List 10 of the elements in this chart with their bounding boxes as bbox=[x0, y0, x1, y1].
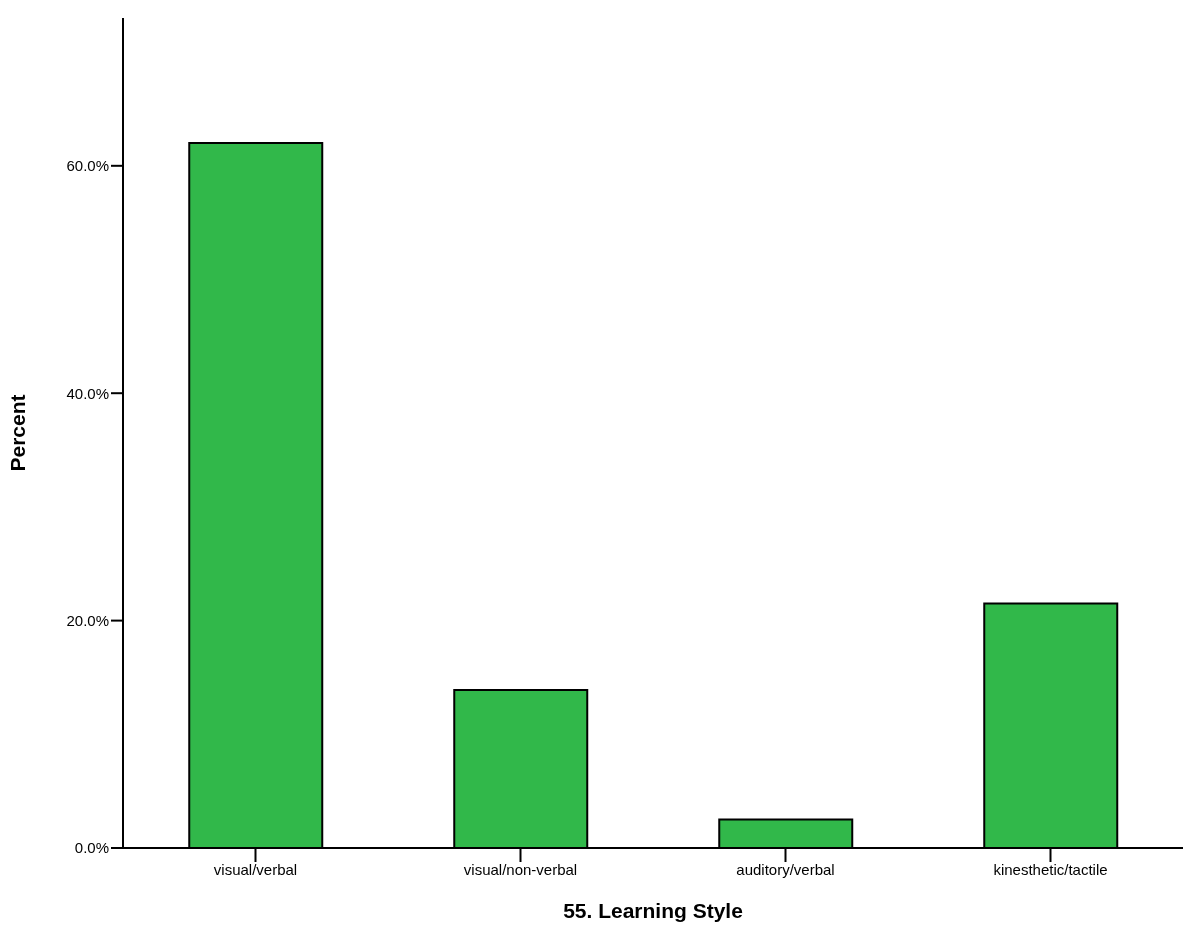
x-tick-label: kinesthetic/tactile bbox=[993, 860, 1108, 878]
y-tick-label: 40.0% bbox=[66, 384, 109, 402]
x-tick-label: visual/verbal bbox=[213, 860, 298, 878]
y-tick-label: 20.0% bbox=[66, 611, 109, 629]
x-tick-label: auditory/verbal bbox=[736, 860, 835, 878]
y-tick-label: 60.0% bbox=[66, 157, 109, 175]
x-tick-label: visual/non-verbal bbox=[463, 860, 578, 878]
y-tick-label: 0.0% bbox=[74, 839, 109, 857]
y-axis-title: Percent bbox=[6, 394, 30, 472]
x-axis-title: 55. Learning Style bbox=[563, 899, 743, 922]
